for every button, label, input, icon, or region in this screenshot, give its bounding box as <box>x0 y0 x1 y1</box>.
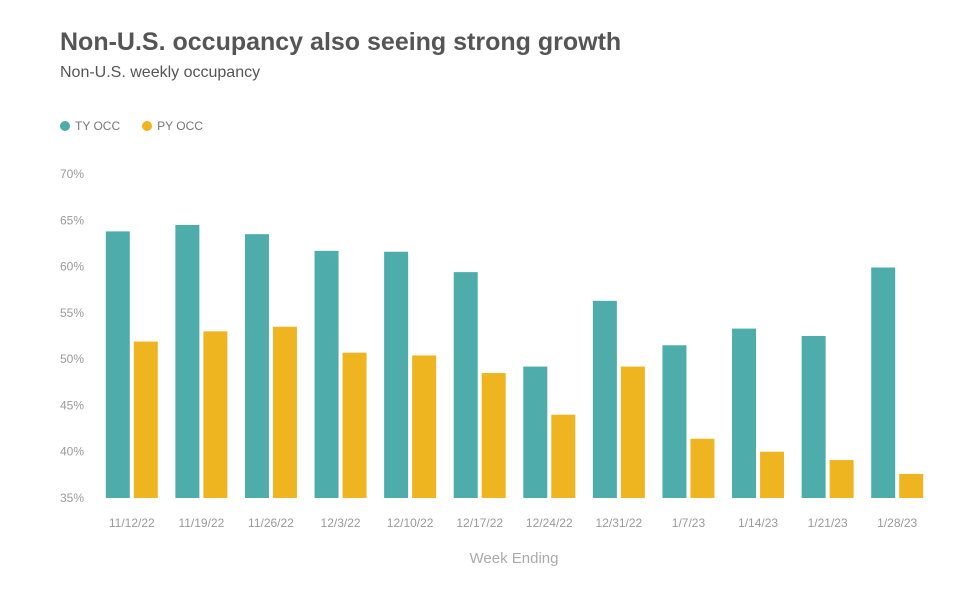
x-tick-label: 12/31/22 <box>596 516 643 530</box>
bar-ty-occ <box>175 224 200 498</box>
y-tick-label: 65% <box>60 213 84 227</box>
y-axis: 70% 65% 60% 55% 50% 45% 40% 35% <box>60 167 84 505</box>
bar-ty-occ <box>314 250 339 498</box>
chart-subtitle: Non-U.S. weekly occupancy <box>60 64 261 81</box>
bar-py-occ <box>620 366 645 498</box>
legend-swatch-ty-occ <box>60 121 70 131</box>
bar-py-occ <box>829 460 854 498</box>
y-tick-label: 50% <box>60 352 84 366</box>
y-tick-label: 70% <box>60 167 84 181</box>
x-tick-label: 12/24/22 <box>526 516 573 530</box>
legend-item-py-occ: PY OCC <box>142 119 203 133</box>
bar-py-occ <box>342 352 367 498</box>
bar-ty-occ <box>384 251 409 498</box>
bar-ty-occ <box>801 336 826 498</box>
x-tick-label: 1/21/23 <box>808 516 848 530</box>
x-tick-label: 11/12/22 <box>109 516 155 530</box>
x-tick-label: 12/17/22 <box>456 516 503 530</box>
y-tick-label: 60% <box>60 260 84 274</box>
bar-ty-occ <box>871 267 896 498</box>
bar-ty-occ <box>732 328 757 498</box>
legend-label-py-occ: PY OCC <box>157 119 203 133</box>
bar-py-occ <box>203 331 228 498</box>
bar-py-occ <box>551 414 576 498</box>
bar-ty-occ <box>105 231 130 498</box>
y-tick-label: 45% <box>60 398 84 412</box>
x-tick-label: 11/26/22 <box>248 516 294 530</box>
x-axis-title: Week Ending <box>470 550 559 567</box>
x-tick-label: 12/3/22 <box>321 516 361 530</box>
bar-ty-occ <box>592 300 617 498</box>
bar-py-occ <box>690 438 715 498</box>
x-tick-label: 11/19/22 <box>178 516 224 530</box>
x-tick-label: 1/7/23 <box>672 516 706 530</box>
chart-title: Non-U.S. occupancy also seeing strong gr… <box>60 28 622 56</box>
bar-py-occ <box>272 326 297 498</box>
legend-item-ty-occ: TY OCC <box>60 119 120 133</box>
y-tick-label: 55% <box>60 306 84 320</box>
bar-py-occ <box>481 373 506 498</box>
x-tick-label: 1/28/23 <box>877 516 917 530</box>
y-tick-label: 40% <box>60 445 84 459</box>
legend-label-ty-occ: TY OCC <box>75 119 121 133</box>
bar-ty-occ <box>244 234 269 498</box>
legend-swatch-py-occ <box>142 121 153 131</box>
x-tick-label: 1/14/23 <box>738 516 778 530</box>
bars <box>105 224 924 498</box>
legend: TY OCC PY OCC <box>60 119 225 133</box>
bar-py-occ <box>899 473 924 498</box>
bar-ty-occ <box>523 366 548 498</box>
bar-py-occ <box>760 451 785 498</box>
x-tick-label: 12/10/22 <box>387 516 434 530</box>
bar-ty-occ <box>662 345 687 498</box>
x-axis: 11/12/22 11/19/22 11/26/22 12/3/22 12/10/22 1… <box>109 516 918 530</box>
bar-py-occ <box>412 355 437 498</box>
y-tick-label: 35% <box>60 491 84 505</box>
bar-py-occ <box>133 341 158 498</box>
bar-ty-occ <box>453 272 478 498</box>
